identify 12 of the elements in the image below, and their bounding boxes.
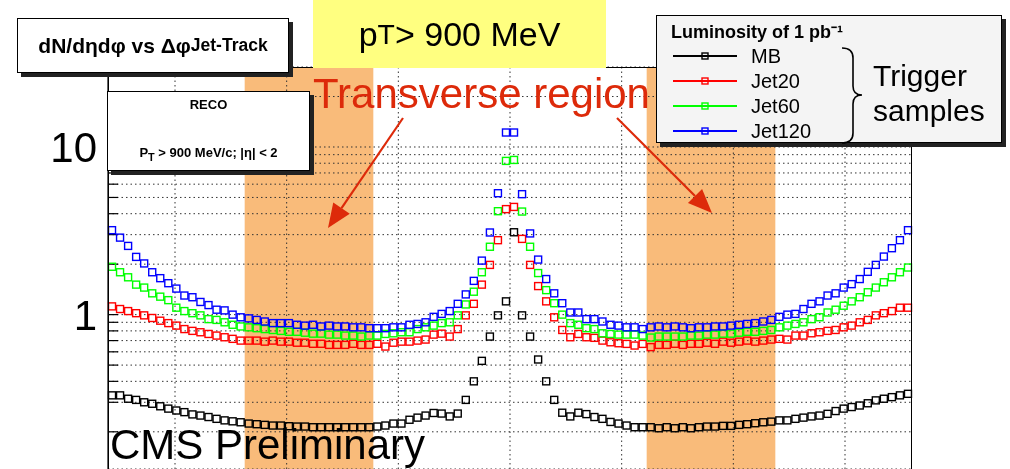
legend-label: Jet60: [751, 94, 800, 118]
legend-label: Jet20: [751, 69, 800, 93]
legend-label: MB: [751, 44, 781, 68]
annotation: P$_{T}$ > 900 MeV/c; |η| < 2: [138, 145, 279, 163]
legend-title: Luminosity of 1 pb⁻¹: [671, 21, 843, 43]
annotation: Transverse region: [313, 70, 650, 117]
legend-label: Jet120: [751, 119, 812, 143]
annotation: RECO: [188, 97, 229, 112]
annotation: Trigger samples: [873, 58, 986, 128]
y-tick-label: 1: [73, 291, 97, 339]
y-tick-label: 10: [50, 123, 97, 171]
annotation: CMS Preliminary: [110, 421, 426, 468]
